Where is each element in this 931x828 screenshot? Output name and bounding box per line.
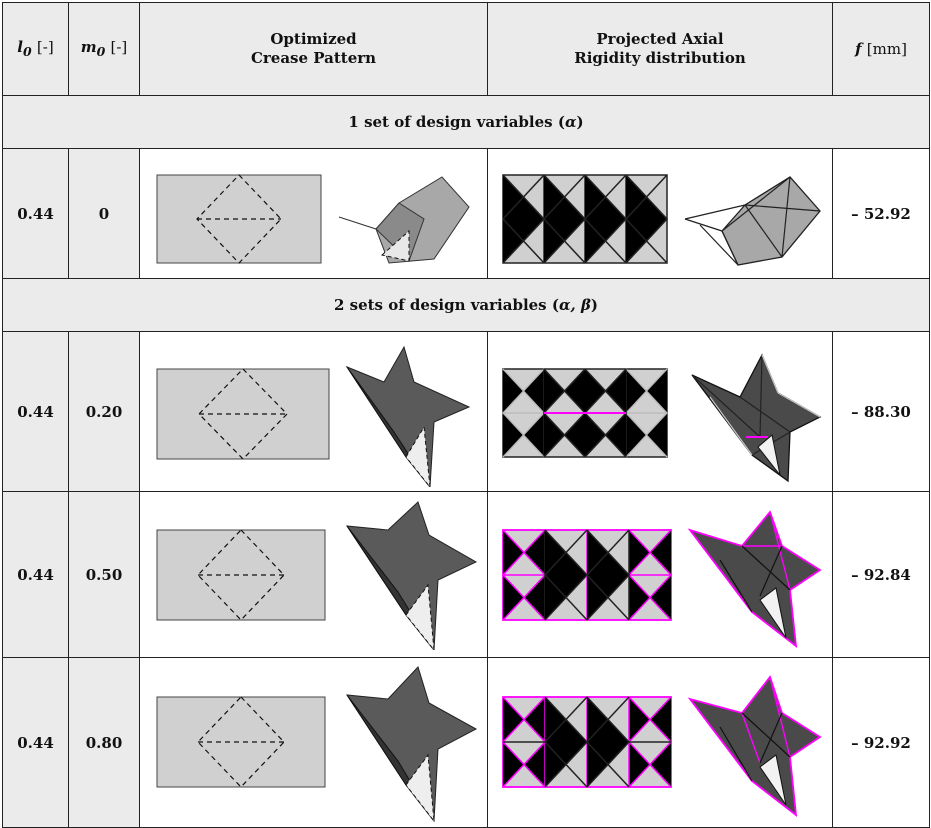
m0-value: 0 bbox=[68, 148, 140, 279]
header-crease-pattern: Optimized Crease Pattern bbox=[139, 2, 488, 96]
m0-value: 0.80 bbox=[68, 657, 140, 828]
crease-pattern-cell bbox=[139, 491, 488, 658]
axial-rigidity-cell bbox=[487, 148, 833, 279]
header-l0: l0 [-] bbox=[2, 2, 69, 96]
f-value: – 92.92 bbox=[832, 657, 930, 828]
crease-pattern-cell bbox=[139, 331, 488, 492]
table-row: 0.44 0.20 bbox=[2, 331, 930, 492]
crease-pattern-figure bbox=[156, 665, 477, 823]
crease-pattern-cell bbox=[139, 657, 488, 828]
axial-rigidity-figure bbox=[501, 509, 822, 648]
f-value: – 52.92 bbox=[832, 148, 930, 279]
l0-value: 0.44 bbox=[2, 491, 69, 658]
header-m0: m0 [-] bbox=[68, 2, 140, 96]
header-f: f [mm] bbox=[832, 2, 930, 96]
section-row: 1 set of design variables (α) bbox=[2, 95, 930, 149]
section-label: 2 sets of design variables (α, β) bbox=[2, 278, 930, 332]
crease-pattern-figure bbox=[156, 500, 477, 650]
crease-pattern-cell bbox=[139, 148, 488, 279]
l0-value: 0.44 bbox=[2, 657, 69, 828]
axial-rigidity-cell bbox=[487, 657, 833, 828]
f-value: – 88.30 bbox=[832, 331, 930, 492]
section-label: 1 set of design variables (α) bbox=[2, 95, 930, 149]
header-axial-rigidity: Projected Axial Rigidity distribution bbox=[487, 2, 833, 96]
table-row: 0.44 0.50 bbox=[2, 491, 930, 658]
axial-rigidity-figure bbox=[502, 173, 821, 266]
l0-value: 0.44 bbox=[2, 331, 69, 492]
m0-value: 0.50 bbox=[68, 491, 140, 658]
section-row: 2 sets of design variables (α, β) bbox=[2, 278, 930, 332]
axial-rigidity-figure bbox=[502, 352, 822, 482]
header-row: l0 [-] m0 [-] Optimized Crease Pattern Pr… bbox=[2, 2, 930, 96]
f-value: – 92.84 bbox=[832, 491, 930, 658]
table-row: 0.44 0 bbox=[2, 148, 930, 279]
l0-value: 0.44 bbox=[2, 148, 69, 279]
axial-rigidity-cell bbox=[487, 331, 833, 492]
axial-rigidity-figure bbox=[501, 674, 822, 817]
table-row: 0.44 0.80 bbox=[2, 657, 930, 828]
crease-pattern-figure bbox=[156, 173, 470, 264]
crease-pattern-figure bbox=[156, 345, 470, 487]
m0-value: 0.20 bbox=[68, 331, 140, 492]
axial-rigidity-cell bbox=[487, 491, 833, 658]
